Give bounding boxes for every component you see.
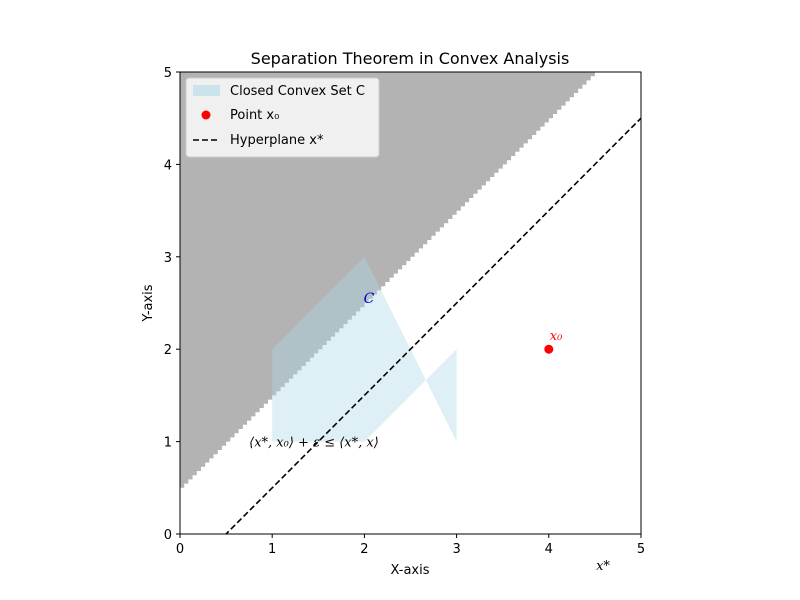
point-x0-label: x₀: [550, 329, 563, 344]
inequality-annotation: ⟨x*, x₀⟩ + ε ≤ ⟨x*, x⟩: [249, 436, 379, 451]
convex-set-area: [272, 256, 457, 442]
y-tick-label: 5: [164, 66, 172, 81]
legend: Closed Convex Set C Point x₀ Hyperplane x*: [185, 77, 380, 158]
legend-box: [185, 77, 380, 158]
y-tick-label: 0: [164, 528, 172, 543]
x-tick-label: 1: [268, 542, 276, 557]
legend-convex-set-swatch: [193, 85, 220, 96]
y-axis-label: Y-axis: [141, 284, 156, 322]
x-tick-label: 2: [360, 542, 368, 557]
plot-content: [180, 72, 641, 534]
y-tick-label: 2: [164, 343, 172, 358]
x-tick-label: 3: [452, 542, 460, 557]
legend-point-swatch: [201, 110, 211, 120]
y-tick-label: 3: [164, 251, 172, 266]
xstar-annotation: x*: [596, 559, 610, 574]
legend-convex-set-label: Closed Convex Set C: [230, 84, 365, 99]
chart-title: Separation Theorem in Convex Analysis: [251, 49, 570, 68]
y-tick-label: 4: [164, 158, 172, 173]
x-tick-label: 0: [176, 542, 184, 557]
plot-frame: [179, 71, 642, 535]
plot-area: Cx₀ ⟨x*, x₀⟩ + ε ≤ ⟨x*, x⟩ x*: [180, 72, 641, 574]
x-tick-label: 5: [637, 542, 645, 557]
separated-region: [180, 72, 641, 488]
x-tick-label: 4: [545, 542, 553, 557]
point-x0-marker: [544, 344, 554, 354]
convex-set-label: C: [364, 291, 375, 307]
legend-point-label: Point x₀: [230, 108, 279, 123]
y-tick-label: 1: [164, 436, 172, 451]
hyperplane-line: [224, 117, 641, 534]
x-axis-label: X-axis: [391, 563, 430, 578]
axes: 0 1 2 3 4 5 0 1 2 3 4 5: [164, 66, 645, 557]
legend-hyperplane-label: Hyperplane x*: [230, 133, 324, 148]
